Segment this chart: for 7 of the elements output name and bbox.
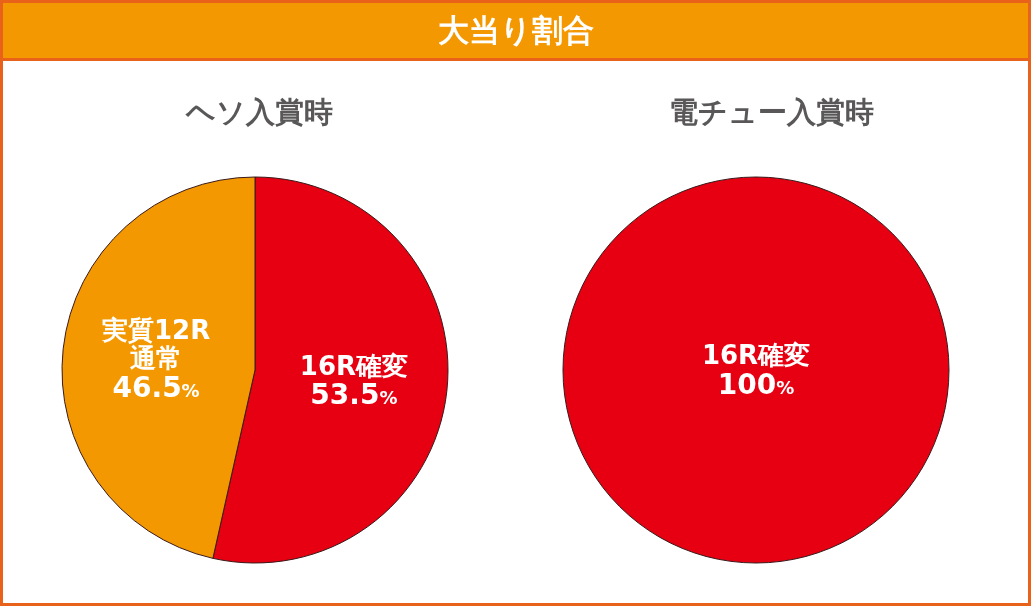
text: 大当り割合 xyxy=(3,3,1028,61)
chart-title: 電チュー入賞時 xyxy=(668,94,874,129)
slice-label: 16R確変 xyxy=(701,340,811,370)
data-label: 53.5% xyxy=(310,378,398,412)
slice-label: 16R確変 xyxy=(299,350,408,381)
data-label: 100% xyxy=(717,367,795,401)
chart-title: ヘソ入賞時 xyxy=(184,94,333,129)
